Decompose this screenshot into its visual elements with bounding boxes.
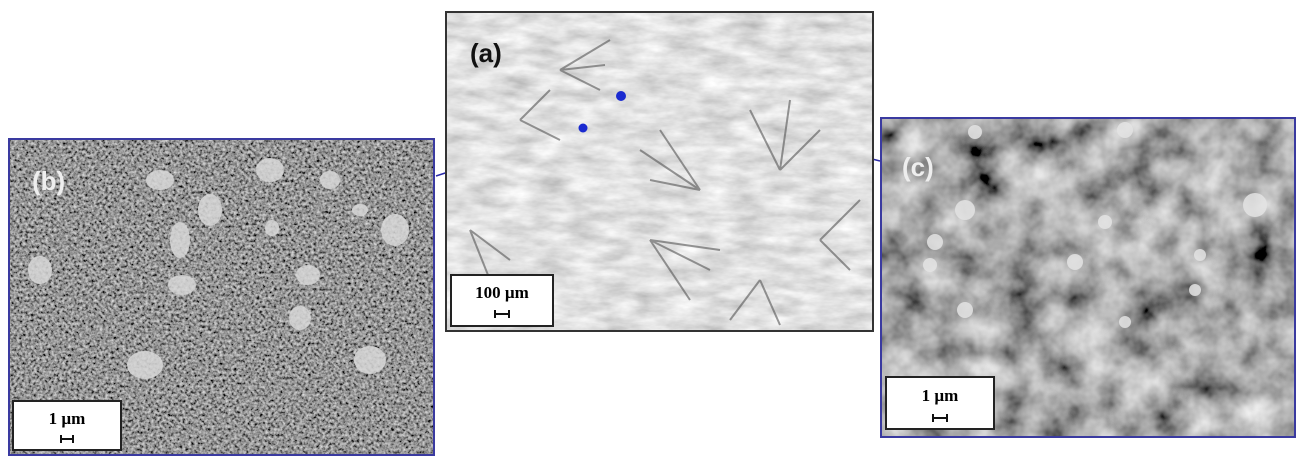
panel-label: (c) [902,152,934,182]
marker-dot [579,124,588,133]
panel-label: (b) [32,166,65,196]
panel-b: (b) 1 µm [9,139,434,455]
page: (a) 100 µm (b) 1 µm [0,0,1296,456]
figure: (a) 100 µm (b) 1 µm [0,0,1296,456]
marker-dot [616,91,626,101]
scale-text: 100 µm [475,283,529,302]
panel-label: (a) [470,38,502,68]
panel-c: (c) 1 µm [881,118,1295,437]
scale-text: 1 µm [922,386,959,405]
panel-a: (a) 100 µm [446,12,873,331]
scale-text: 1 µm [49,409,86,428]
